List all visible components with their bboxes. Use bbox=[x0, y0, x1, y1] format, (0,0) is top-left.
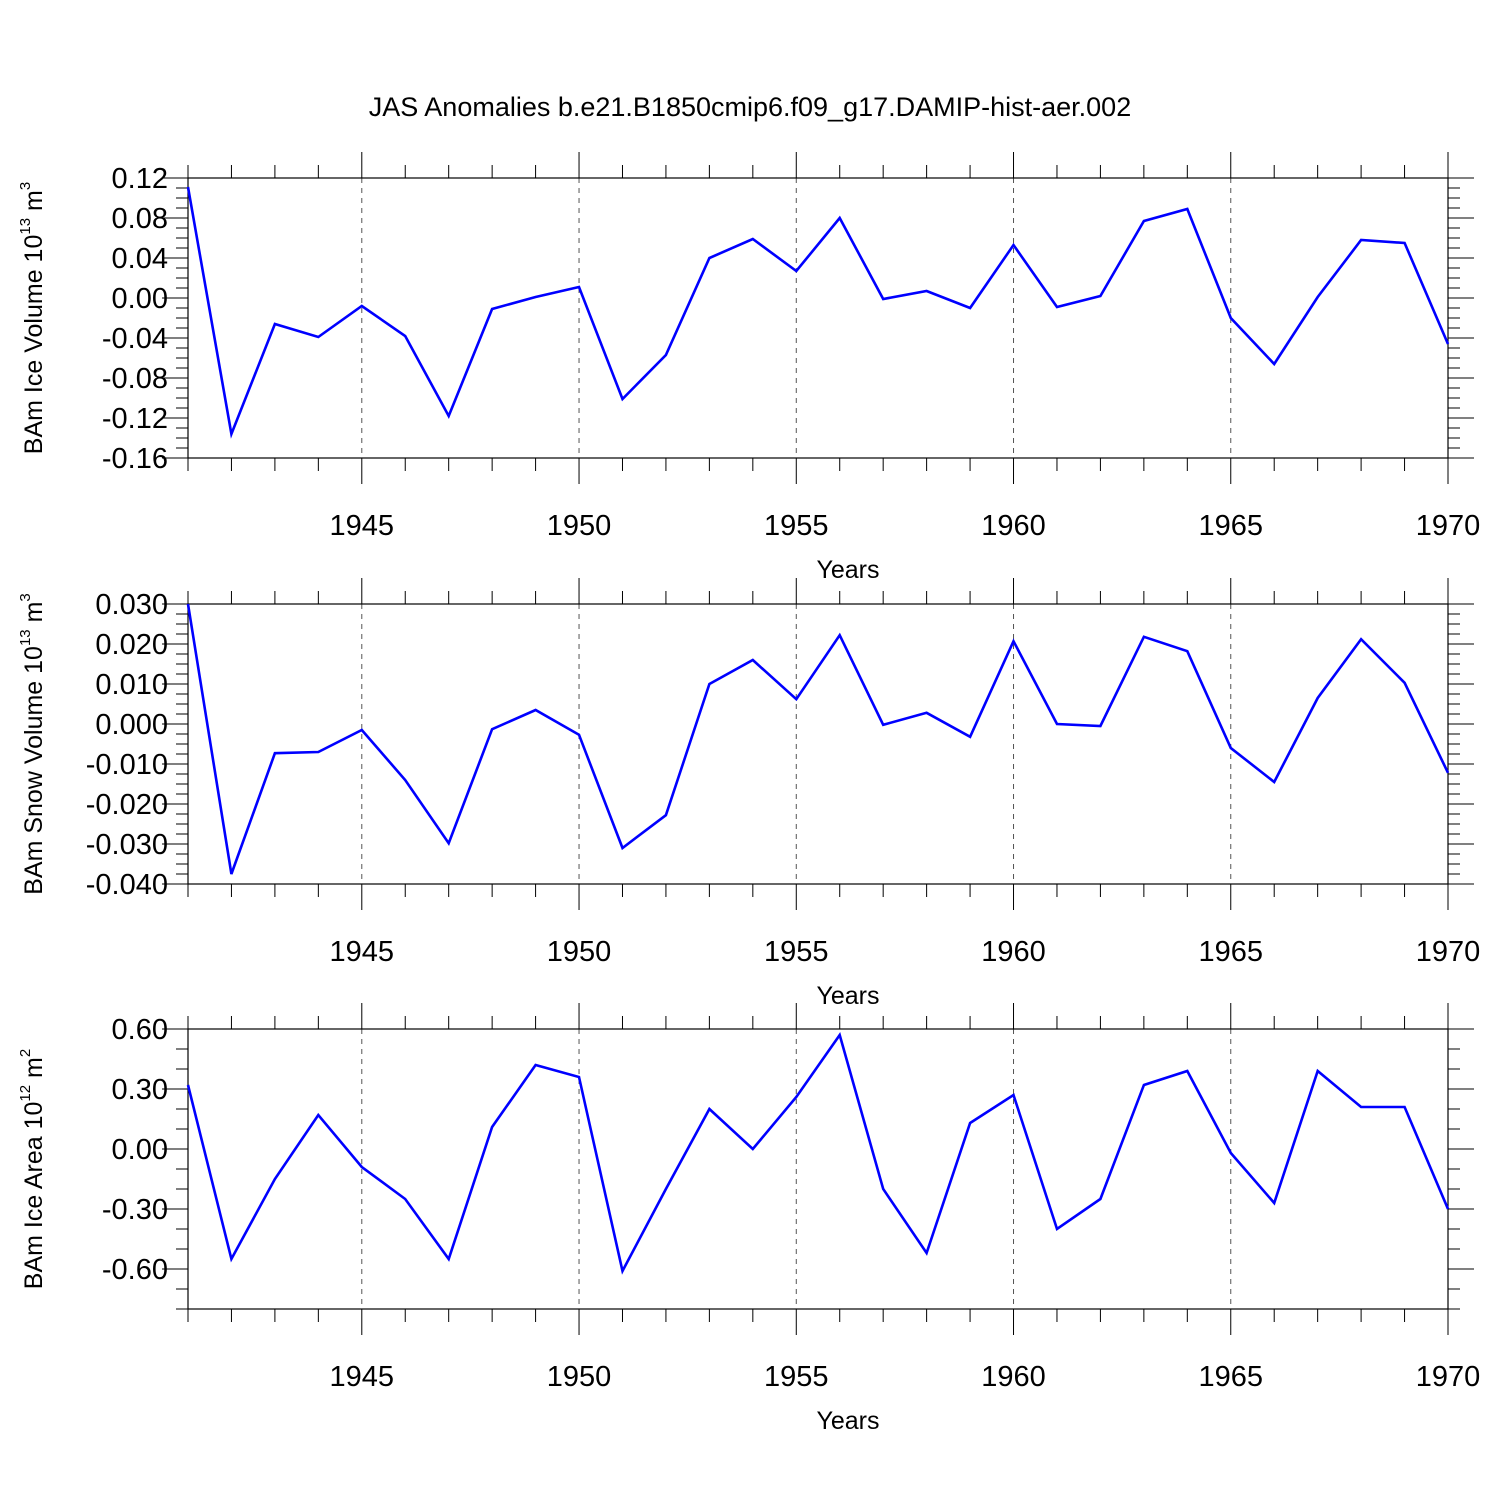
y-axis-label-unit-exponent: 3 bbox=[17, 593, 34, 601]
x-tick-label: 1950 bbox=[547, 510, 612, 542]
x-tick-label: 1970 bbox=[1416, 1361, 1481, 1393]
y-axis-label-main: BAm Ice Area 10 bbox=[20, 1102, 48, 1290]
x-tick-label: 1965 bbox=[1199, 936, 1264, 968]
y-axis-label-unit-exponent: 2 bbox=[17, 1049, 34, 1057]
x-tick-label: 1945 bbox=[330, 1361, 395, 1393]
chart-panel-3: -0.60 -0.30 0.00 0.30 0.60 1945 1950 1955 1960 19… bbox=[17, 1003, 1480, 1435]
y-tick-label: -0.010 bbox=[86, 749, 168, 781]
x-tick-label: 1950 bbox=[547, 936, 612, 968]
x-tick-label: 1970 bbox=[1416, 936, 1481, 968]
y-tick-label: 0.12 bbox=[112, 163, 168, 195]
y-tick-label: 0.010 bbox=[95, 669, 168, 701]
y-tick-label: 0.08 bbox=[112, 203, 168, 235]
plot-frame bbox=[187, 1028, 1449, 1310]
y-axis-label-unit: m bbox=[20, 602, 48, 630]
x-tick-label: 1965 bbox=[1199, 1361, 1264, 1393]
y-tick-label: 0.60 bbox=[112, 1014, 168, 1046]
x-tick-label: 1955 bbox=[764, 510, 829, 542]
y-tick-label: -0.040 bbox=[86, 869, 168, 901]
chart-panel-2: -0.040 -0.030 -0.020 -0.010 0.000 0.010 0.020 0… bbox=[17, 578, 1480, 1010]
x-tick-label: 1955 bbox=[764, 936, 829, 968]
x-tick-label: 1960 bbox=[981, 510, 1046, 542]
x-tick-label: 1960 bbox=[981, 936, 1046, 968]
y-axis-label: BAm Ice Area 1012 m2 bbox=[17, 1049, 48, 1289]
plot-frame bbox=[187, 603, 1449, 885]
y-tick-label: 0.020 bbox=[95, 629, 168, 661]
y-tick-label: -0.030 bbox=[86, 829, 168, 861]
x-tick-label: 1945 bbox=[330, 936, 395, 968]
series-line-1 bbox=[186, 603, 1450, 875]
y-tick-label: 0.00 bbox=[112, 1134, 168, 1166]
y-axis-label-unit: m bbox=[20, 190, 48, 218]
y-tick-label: 0.30 bbox=[112, 1074, 168, 1106]
x-tick-label: 1945 bbox=[330, 510, 395, 542]
y-tick-label: -0.12 bbox=[102, 403, 168, 435]
y-axis-label: BAm Snow Volume 1013 m3 bbox=[17, 593, 48, 895]
figure-title: JAS Anomalies b.e21.B1850cmip6.f09_g17.D… bbox=[369, 92, 1131, 122]
y-axis-label-unit: m bbox=[20, 1057, 48, 1085]
y-tick-label: -0.60 bbox=[102, 1254, 168, 1286]
y-tick-label: -0.04 bbox=[102, 323, 168, 355]
x-tick-label: 1965 bbox=[1199, 510, 1264, 542]
y-tick-label: 0.00 bbox=[112, 283, 168, 315]
y-axis-label: BAm Ice Volume 1013 m3 bbox=[17, 182, 48, 454]
chart-panel-1: -0.16 -0.12 -0.08 -0.04 0.00 0.04 0.08 0.12 1945… bbox=[17, 152, 1480, 584]
x-axis-label: Years bbox=[816, 982, 879, 1010]
x-tick-label: 1960 bbox=[981, 1361, 1046, 1393]
x-axis-label: Years bbox=[816, 1407, 879, 1435]
y-axis-label-unit-exponent: 3 bbox=[17, 182, 34, 190]
series-line-1 bbox=[186, 186, 1450, 439]
panels: -0.16 -0.12 -0.08 -0.04 0.00 0.04 0.08 0.12 1945… bbox=[17, 152, 1480, 1435]
series-line-1 bbox=[186, 1032, 1450, 1275]
y-tick-label: -0.30 bbox=[102, 1194, 168, 1226]
y-axis-label-main: BAm Ice Volume 10 bbox=[20, 235, 48, 455]
x-tick-label: 1955 bbox=[764, 1361, 829, 1393]
y-tick-label: 0.04 bbox=[112, 243, 168, 275]
x-axis-label: Years bbox=[816, 556, 879, 584]
y-axis-label-exponent: 13 bbox=[17, 218, 34, 235]
y-tick-label: -0.020 bbox=[86, 789, 168, 821]
y-axis-label-exponent: 12 bbox=[17, 1085, 34, 1102]
y-tick-label: 0.000 bbox=[95, 709, 168, 741]
y-tick-label: -0.16 bbox=[102, 443, 168, 475]
x-tick-label: 1970 bbox=[1416, 510, 1481, 542]
x-tick-label: 1950 bbox=[547, 1361, 612, 1393]
y-tick-label: -0.08 bbox=[102, 363, 168, 395]
y-axis-label-main: BAm Snow Volume 10 bbox=[20, 646, 48, 895]
y-tick-label: 0.030 bbox=[95, 589, 168, 621]
y-axis-label-exponent: 13 bbox=[17, 629, 34, 646]
